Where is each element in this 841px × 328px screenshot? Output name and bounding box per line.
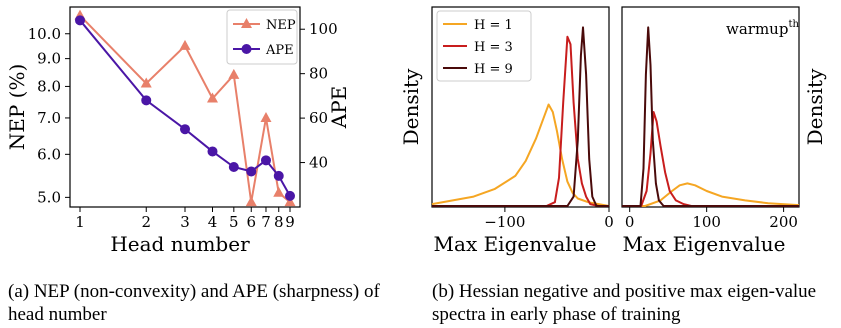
head-tick-label: 9 [285, 213, 295, 231]
legend-box [436, 10, 532, 82]
y-axis-label: NEP (%) [5, 64, 29, 151]
caption-a: (a) NEP (non-convexity) and APE (sharpne… [8, 281, 380, 325]
nep-tick-label: 7.0 [37, 109, 61, 127]
eigen-tick-label: 200 [769, 213, 798, 231]
density-h1 [431, 103, 610, 207]
panel-b-negative: −100 0 Max Eigenvalue Density H = 1 H = 3… [399, 6, 614, 256]
density-h1 [622, 182, 800, 207]
nep-tick-label: 5.0 [37, 188, 61, 206]
nep-point [140, 77, 152, 88]
ape-tick-label: 40 [309, 154, 328, 172]
density-curves [622, 26, 800, 207]
legend-h1-label: H = 1 [474, 18, 513, 33]
x-axis-label: Max Eigenvalue [434, 232, 597, 256]
density-h9 [622, 26, 799, 207]
eigen-axis-ticks: −100 0 [484, 207, 614, 231]
legend: NEP APE [226, 9, 298, 65]
density-h9 [432, 26, 609, 207]
density-curves [431, 26, 610, 207]
nep-tick-label: 6.0 [37, 145, 61, 163]
y2-axis-label: APE [327, 86, 351, 130]
x-axis-label: Head number [110, 232, 250, 256]
y-axis-label: Density [399, 68, 423, 145]
ape-tick-label: 60 [309, 109, 328, 127]
nep-point [273, 186, 285, 197]
ape-point [273, 170, 284, 181]
head-tick-label: 5 [229, 213, 239, 231]
ape-tick-label: 100 [309, 20, 338, 38]
head-tick-label: 3 [180, 213, 190, 231]
legend-ape-label: APE [265, 43, 294, 58]
density-h3 [622, 111, 799, 207]
annotation-superscript: th [788, 19, 799, 30]
nep-tick-label: 10.0 [28, 25, 61, 43]
ape-point [228, 162, 239, 172]
head-tick-label: 7 [261, 213, 271, 231]
nep-point [179, 39, 191, 50]
legend-h9-label: H = 9 [474, 62, 513, 77]
nep-point [284, 196, 296, 207]
eigen-tick-label: −100 [484, 213, 525, 231]
head-tick-label: 6 [246, 213, 256, 231]
head-tick-label: 4 [208, 213, 218, 231]
ape-point [75, 15, 85, 26]
panel-annotation: warmupth [726, 19, 799, 38]
head-tick-label: 2 [141, 213, 151, 231]
nep-point [245, 196, 257, 207]
nep-tick-label: 9.0 [37, 50, 61, 68]
legend-nep-label: NEP [266, 18, 296, 33]
legend-ape-marker [241, 44, 252, 54]
panel-b-positive: 0 100 200 Max Eigenvalue Density warmupth [621, 6, 827, 256]
ape-tick-label: 80 [309, 65, 328, 83]
ape-point [141, 95, 152, 106]
eigen-axis-ticks: 0 100 200 [625, 207, 798, 231]
annotation-text: warmup [726, 20, 788, 38]
ape-point [246, 166, 257, 177]
density-h3 [432, 35, 609, 207]
legend-h3-label: H = 3 [474, 40, 513, 55]
ape-point [260, 155, 271, 166]
head-tick-label: 1 [75, 213, 85, 231]
legend: H = 1 H = 3 H = 9 [436, 10, 532, 82]
eigen-tick-label: 0 [604, 213, 614, 231]
caption-b: (b) Hessian negative and positive max ei… [432, 281, 817, 325]
eigen-tick-label: 0 [625, 213, 635, 231]
nep-point [206, 92, 218, 103]
y-axis-label: Density [803, 68, 827, 145]
head-tick-label: 8 [274, 213, 284, 231]
nep-point [260, 111, 272, 122]
ape-point [285, 190, 295, 201]
nep-point [228, 68, 240, 79]
x-axis-label: Max Eigenvalue [623, 232, 786, 256]
ape-point [180, 124, 190, 135]
series-layer [74, 9, 296, 207]
eigen-tick-label: 100 [692, 213, 721, 231]
nep-tick-label: 8.0 [37, 77, 61, 95]
nep-axis-ticks: 5.0 6.0 7.0 8.0 9.0 10.0 [28, 25, 70, 206]
ape-axis-ticks: 40 60 80 100 [300, 20, 338, 172]
ape-point [207, 146, 218, 157]
legend-nep-marker [241, 18, 252, 28]
